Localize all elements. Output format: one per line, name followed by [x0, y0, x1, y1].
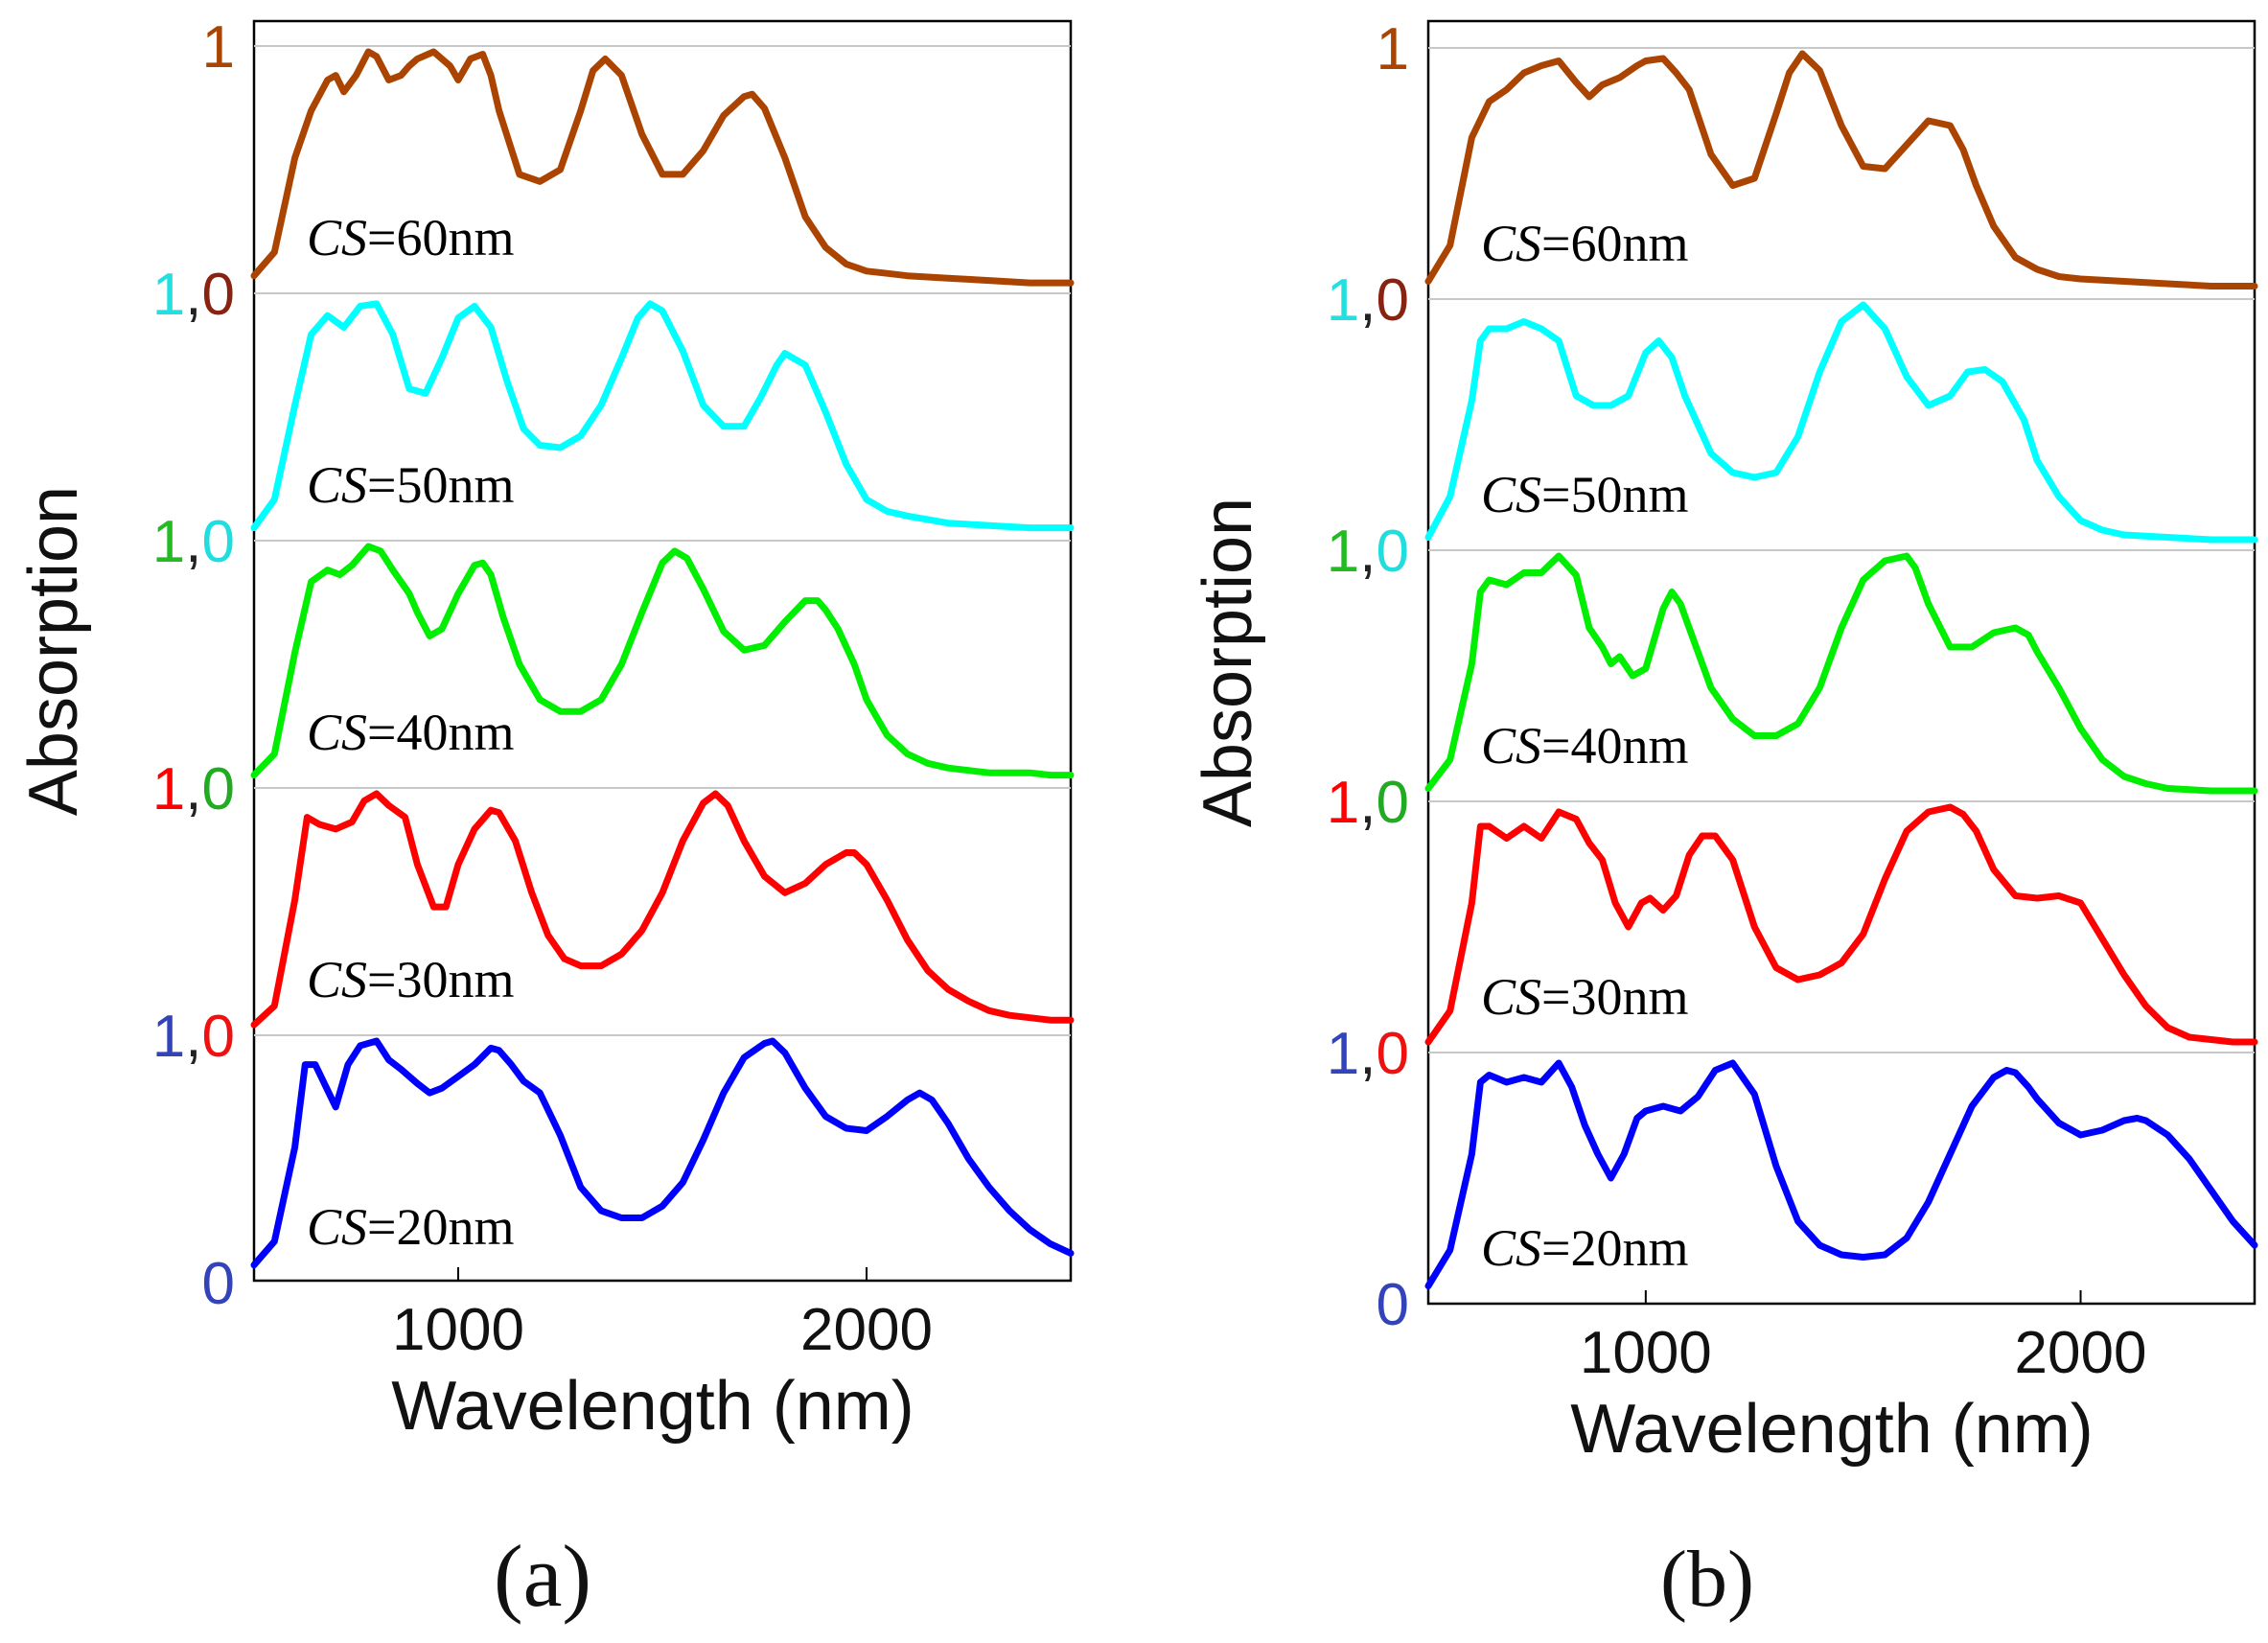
x-tick-label: 1000 — [392, 1297, 524, 1363]
y-tick-label: 1,0 — [152, 1004, 235, 1070]
series-line-cs-60nm — [1424, 50, 2258, 289]
plot-frame — [252, 19, 1073, 1283]
y-tick-label: 1 — [202, 14, 235, 81]
series-line-cs-30nm — [250, 790, 1075, 1029]
x-tick-label: 1000 — [1580, 1320, 1712, 1386]
series-line-cs-20nm — [250, 1037, 1075, 1269]
panel-caption: (a) — [494, 1527, 591, 1625]
y-tick-label: 1,0 — [1327, 267, 1409, 334]
series-label: CS=50nm — [1481, 466, 1689, 523]
series-label: CS=20nm — [307, 1198, 515, 1256]
plot-frame — [1426, 19, 2256, 1306]
series-line-cs-50nm — [250, 300, 1075, 532]
y-tick-label: 0 — [202, 1251, 235, 1317]
y-tick-label: 1,0 — [1327, 1021, 1409, 1087]
y-tick-label: 1,0 — [1327, 519, 1409, 585]
x-tick-label: 2000 — [800, 1297, 933, 1363]
y-tick-label: 1 — [1377, 16, 1409, 82]
series-label: CS=60nm — [1481, 215, 1689, 272]
series-label: CS=20nm — [1481, 1219, 1689, 1277]
series-line-cs-60nm — [250, 48, 1075, 287]
series-line-cs-20nm — [1424, 1059, 2258, 1289]
series-line-cs-40nm — [1424, 552, 2258, 795]
series-label: CS=40nm — [1481, 717, 1689, 775]
y-tick-label: 1,0 — [152, 509, 235, 575]
panel-b: CS=20nm 0 1,0 CS=30nm 1,0 CS=40nm 1,0 CS=50nm 1,… — [1190, 16, 2258, 1624]
panel-a: CS=20nm 0 1,0 CS=30nm 1,0 CS=40nm 1,0 CS=50nm 1,… — [15, 14, 1075, 1625]
panel-caption: (b) — [1660, 1535, 1754, 1624]
x-axis-label: Wavelength (nm) — [391, 1368, 914, 1445]
y-axis-label: Absorption — [15, 486, 92, 816]
series-label: CS=30nm — [1481, 968, 1689, 1026]
y-axis-label: Absorption — [1190, 498, 1266, 827]
series-line-cs-40nm — [250, 543, 1075, 779]
y-tick-label: 1,0 — [152, 756, 235, 822]
y-tick-label: 0 — [1377, 1272, 1409, 1338]
series-line-cs-50nm — [1424, 301, 2258, 544]
y-tick-label: 1,0 — [1327, 770, 1409, 836]
series-label: CS=60nm — [307, 209, 515, 266]
series-label: CS=30nm — [307, 951, 515, 1008]
series-line-cs-30nm — [1424, 803, 2258, 1046]
series-label: CS=50nm — [307, 456, 515, 514]
series-label: CS=40nm — [307, 704, 515, 761]
x-axis-label: Wavelength (nm) — [1570, 1391, 2094, 1468]
x-tick-label: 2000 — [2015, 1320, 2147, 1386]
y-tick-label: 1,0 — [152, 262, 235, 328]
